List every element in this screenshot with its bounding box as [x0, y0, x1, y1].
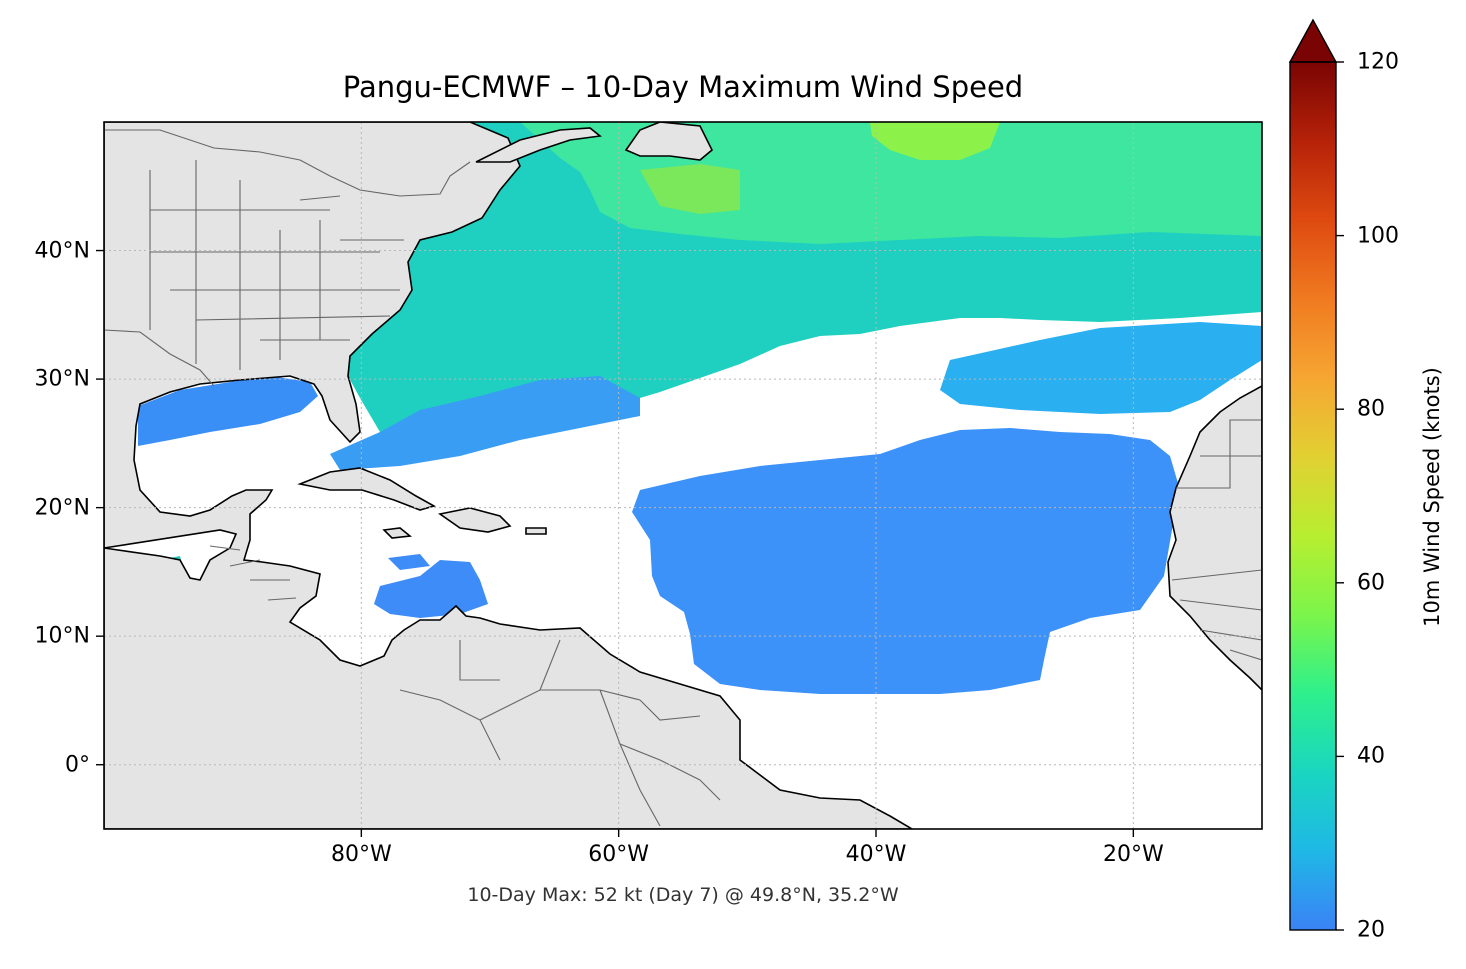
colorbar-tick-label: 80: [1357, 396, 1385, 422]
y-tick-label: 0°: [65, 752, 90, 778]
land-newfoundland: [624, 122, 713, 161]
wind-region-tropical-atlantic: [632, 428, 1180, 694]
y-axis-ticks: [96, 249, 104, 766]
border-central-america: [209, 545, 297, 601]
colorbar: [1288, 18, 1344, 931]
wind-region-newfoundland: [640, 164, 740, 214]
land-masses: [104, 122, 1262, 829]
colorbar-tick-label: 20: [1357, 917, 1385, 943]
max-wind-annotation: 10-Day Max: 52 kt (Day 7) @ 49.8°N, 35.2…: [467, 884, 899, 906]
colorbar-tick-label: 120: [1357, 49, 1399, 75]
wind-region-azores: [940, 322, 1262, 414]
colorbar-frame: [1289, 61, 1337, 931]
land-north-america: [104, 122, 914, 829]
border-us-mexico: [104, 329, 215, 387]
colorbar-bar: [1290, 62, 1336, 930]
colorbar-tick-label: 100: [1357, 223, 1399, 249]
colorbar-tick-label: 40: [1357, 743, 1385, 769]
colorbar-ticks: [1336, 61, 1344, 931]
map-panel: [96, 121, 1263, 837]
x-tick-label: 20°W: [1102, 842, 1164, 867]
colorbar-tick-label: 60: [1357, 570, 1385, 596]
wind-region-gulf-of-mexico: [138, 376, 318, 446]
x-tick-label: 80°W: [330, 842, 392, 867]
land-west-africa: [1167, 385, 1262, 692]
y-tick-label: 40°N: [34, 238, 90, 264]
wind-region-caribbean-north: [388, 554, 430, 570]
wind-region-florida-strait: [330, 376, 640, 470]
x-tick-label: 40°W: [845, 842, 907, 867]
y-tick-label: 30°N: [34, 366, 90, 392]
wind-field: [122, 122, 1262, 694]
map-frame: [103, 121, 1263, 830]
x-tick-label: 60°W: [588, 842, 650, 867]
y-tick-label: 10°N: [34, 623, 90, 649]
political-borders: [104, 129, 1262, 827]
border-west-africa: [1171, 419, 1262, 661]
gridlines: [104, 122, 1262, 829]
border-us-canada: [104, 129, 471, 197]
colorbar-label: 10m Wind Speed (knots): [1420, 367, 1444, 627]
x-axis-ticks: [360, 829, 1135, 837]
land-jamaica: [382, 527, 413, 539]
wind-region-caribbean: [374, 560, 488, 618]
y-tick-label: 20°N: [34, 495, 90, 521]
border-south-america: [399, 639, 721, 827]
border-us-states: [149, 160, 404, 370]
colorbar-extend-arrow: [1288, 18, 1338, 63]
land-puerto-rico: [525, 527, 547, 535]
wind-region-maximum: [870, 122, 1000, 160]
land-cuba: [297, 467, 437, 511]
land-labrador-coast: [475, 127, 602, 163]
map-title: Pangu-ECMWF – 10-Day Maximum Wind Speed: [342, 70, 1024, 104]
